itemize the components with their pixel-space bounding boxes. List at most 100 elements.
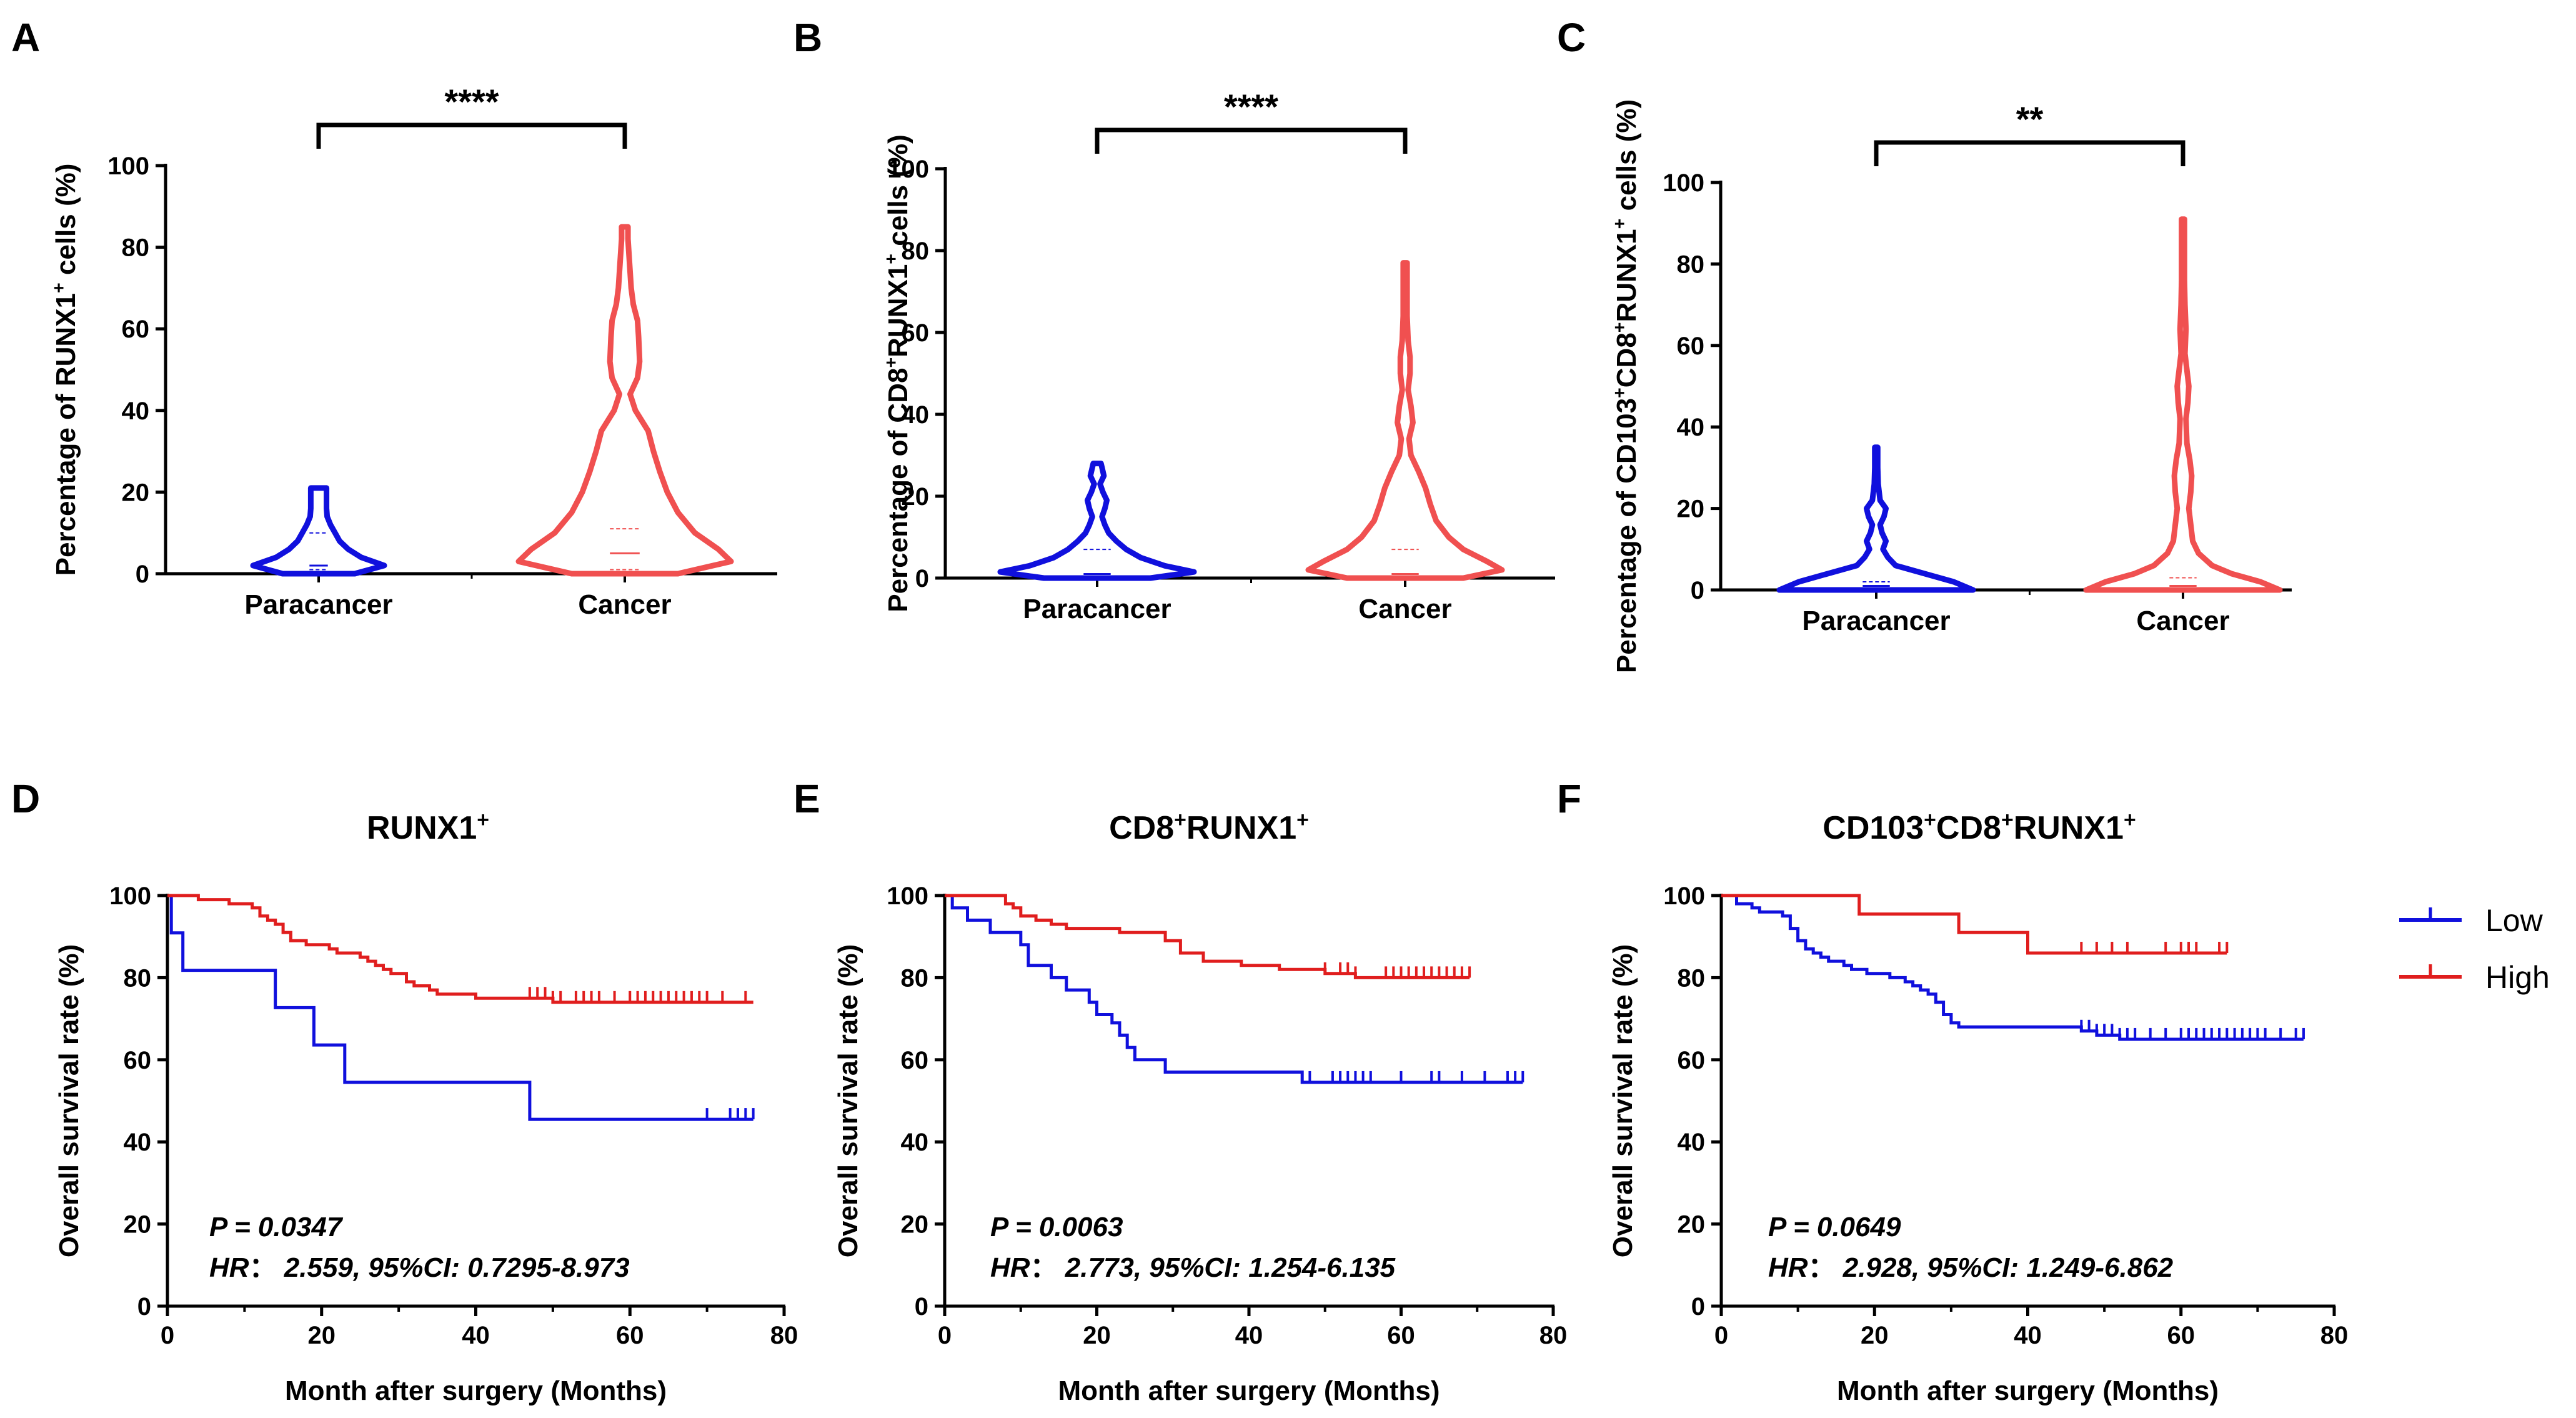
panel-b-violin-paracancer [997,461,1197,581]
panel-e-hazard-ratio-label: HR [990,1252,1030,1283]
panel-d-survival-curve-low [167,894,753,1121]
km-chart-cd8-runx1: 0 20 40 60 80 100 0 20 40 60 80 Month after surgery… [833,808,1567,1406]
panel-c-significance-label: ** [2016,99,2044,139]
panel-d-y-tick-label: 80 [124,964,152,992]
panel-f-y-tick-label: 60 [1678,1047,1706,1074]
panel-c-violin-cancer [2083,216,2283,593]
panel-b-y-tick-label: 80 [902,237,930,265]
panel-a-significance-bracket [316,122,627,149]
panel-c-y-tick-label: 40 [1677,414,1705,441]
panel-f-title-part-4: RUNX1 [2014,810,2124,846]
panel-a-y-axis-label: Percentage of RUNX1+ cells (%) [49,164,81,576]
panel-e-title-part-3: + [1296,808,1309,832]
panel-c-y-axis-label-part-3: + [1610,322,1630,333]
panel-f-title-part-2: CD8 [1936,810,2001,846]
panel-a-y-tick-label: 60 [122,316,150,343]
panel-e-title-part-2: RUNX1 [1186,810,1296,846]
panel-f-x-tick-label: 40 [2014,1322,2042,1349]
panel-b-y-axis-label-part-2: RUNX1 [883,264,913,357]
panel-e-title: CD8+RUNX1+ [1109,808,1309,846]
panel-b-y-axis-label-part-3: + [882,254,902,264]
panel-d-survival-curve-high [167,894,753,1004]
panel-d-y-tick-label: 0 [137,1293,151,1321]
panel-e-survival-curve-low [945,894,1523,1084]
panel-e-hazard-ratio-colon: ： [1030,1252,1058,1283]
panel-f-y-tick-label: 100 [1663,882,1705,910]
panel-label-b: B [793,15,822,60]
panel-c-x-tick-label: Cancer [2136,606,2229,636]
panel-d-title-part-0: RUNX1 [367,810,477,846]
panel-b-x-tick-label: Paracancer [1023,594,1171,624]
panel-e-title-part-1: + [1174,808,1186,832]
panel-label-e: E [793,776,820,821]
panel-f-y-axis-label: Overall survival rate (%) [1608,944,1638,1257]
panel-label-d: D [11,776,40,821]
panel-a-x-tick-label: Cancer [578,589,671,620]
km-chart-cd103-cd8-runx1: 0 20 40 60 80 100 0 20 40 60 80 Month after surgery… [1608,808,2348,1406]
panel-d-x-tick-label: 80 [770,1322,798,1349]
panel-c-significance-bracket [1874,140,2186,166]
panel-a-y-tick-label: 20 [122,479,150,506]
panel-d-y-tick-label: 40 [124,1129,152,1156]
panel-d-title-part-1: + [477,808,489,832]
panel-a-y-axis-label-part-0: Percentage of RUNX1 [51,293,81,576]
panel-c-violin-paracancer [1776,444,1976,593]
panel-a-x-tick-label: Paracancer [244,589,392,620]
panel-b-y-axis-label: Percentage of CD8+RUNX1+ cells (%) [882,134,913,612]
panel-f-title-part-3: + [2001,808,2014,832]
panel-f-survival-curve-high [1721,894,2227,955]
panel-d-hazard-ratio-label: HR [209,1252,249,1283]
panel-b-x-tick-label: Cancer [1358,594,1451,624]
legend: Low High [2399,903,2550,995]
panel-d-x-tick-label: 20 [308,1322,336,1349]
panel-d-title: RUNX1+ [367,808,489,846]
panel-e-y-tick-label: 60 [901,1047,929,1074]
panel-f-x-tick-label: 20 [1861,1322,1889,1349]
panel-c-y-tick-label: 0 [1691,577,1704,604]
panel-a-y-tick-label: 0 [136,561,149,588]
panel-f-title-part-1: + [1924,808,1936,832]
panel-b-significance-bracket [1095,127,1408,154]
panel-d-hazard-ratio: HR： 2.559, 95%CI: 0.7295-8.973 [209,1252,630,1283]
panel-a-significance-label: **** [444,82,499,121]
panel-e-x-axis-label: Month after surgery (Months) [1058,1376,1440,1406]
panel-f-x-tick-label: 0 [1714,1322,1728,1349]
panel-e-x-tick-label: 80 [1539,1322,1568,1349]
panel-c-y-axis-label-part-5: + [1610,219,1630,229]
panel-c-y-tick-label: 80 [1677,251,1705,278]
panel-d-y-tick-label: 20 [124,1211,152,1239]
panel-f-y-tick-label: 40 [1678,1129,1706,1156]
panel-b-y-tick-label: 0 [915,565,929,592]
panel-e-survival-curve-high [945,894,1470,979]
panel-a-y-tick-label: 100 [107,152,149,180]
panel-d-hazard-ratio-value: 2.559, 95%CI: 0.7295-8.973 [277,1252,630,1283]
panel-c-x-tick-label: Paracancer [1802,606,1950,636]
panel-d-x-tick-label: 60 [616,1322,644,1349]
panel-c-y-tick-label: 60 [1677,332,1705,360]
panel-d-x-tick-label: 0 [161,1322,174,1349]
panel-a-violin-cancer [515,224,734,577]
panel-a-y-tick-label: 40 [122,397,150,425]
legend-label-high: High [2485,960,2550,995]
panel-d-x-tick-label: 40 [462,1322,490,1349]
panel-e-y-tick-label: 0 [915,1293,928,1321]
panel-e-y-tick-label: 40 [901,1129,929,1156]
panel-e-title-part-0: CD8 [1109,810,1174,846]
panel-e-y-tick-label: 100 [887,882,928,910]
panel-c-y-tick-label: 100 [1663,169,1704,197]
panel-e-p-value: P = 0.0063 [990,1212,1123,1242]
panel-f-x-axis-label: Month after surgery (Months) [1837,1376,2219,1406]
panel-b-y-axis-label-part-0: Percentage of CD8 [883,368,913,612]
panel-e-y-tick-label: 20 [901,1211,929,1239]
panel-d-hazard-ratio-colon: ： [249,1252,277,1283]
panel-b-y-axis-label-part-1: + [882,357,902,368]
panel-b-y-tick-label: 100 [887,156,929,183]
panel-label-a: A [11,15,40,60]
panel-e-x-tick-label: 40 [1235,1322,1263,1349]
panel-d-y-axis-label: Overall survival rate (%) [54,944,84,1257]
panel-f-hazard-ratio-colon: ： [1808,1252,1836,1283]
panel-c-y-axis-label-part-0: Percentage of CD103 [1611,398,1642,673]
panel-f-y-tick-label: 0 [1691,1293,1705,1321]
